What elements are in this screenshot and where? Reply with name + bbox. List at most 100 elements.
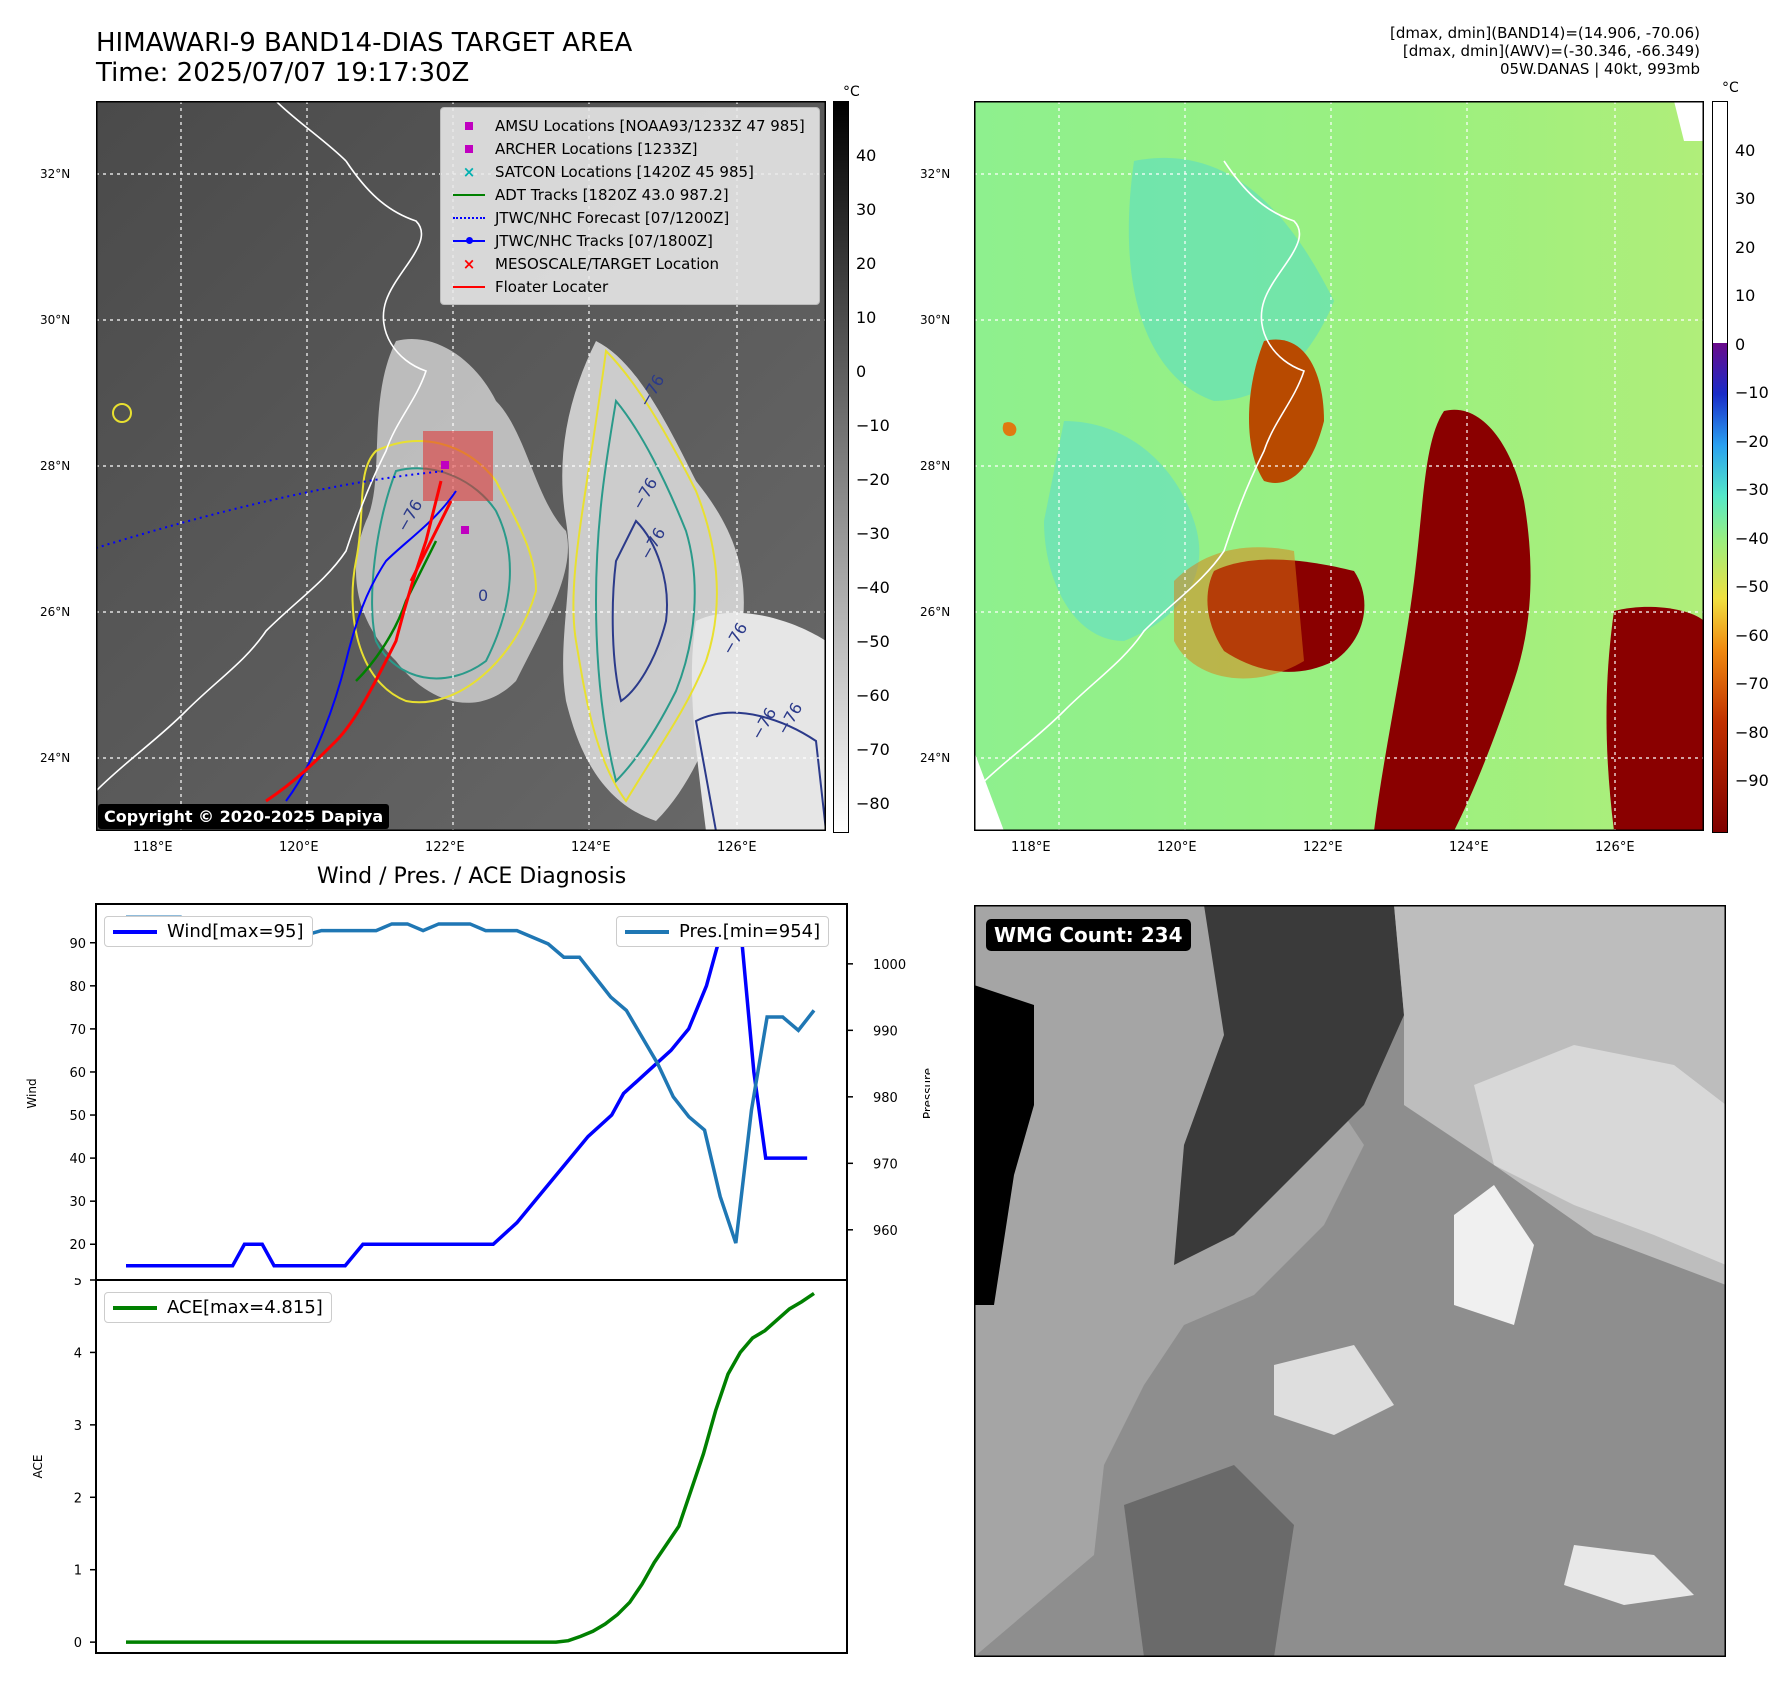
y-tick-label: 40: [69, 1152, 86, 1167]
ir-map-panel: −76 −76 −76 −76 −76 −76 0 −76 AMSU Locat…: [95, 100, 828, 832]
colorbar-tick: 10: [856, 308, 877, 327]
chart-time: Time: 2025/07/07 19:17:30Z: [96, 58, 470, 88]
nodata-corner: [974, 751, 1004, 831]
convection-north: [1249, 339, 1324, 483]
legend-item: JTWC/NHC Forecast [07/1200Z]: [449, 206, 811, 229]
wmg-frame: [973, 904, 1727, 1658]
wmg-bright-spot: [1454, 1185, 1534, 1325]
lon-tick: 120°E: [1157, 840, 1197, 855]
colorbar-tick: 40: [856, 146, 877, 165]
y-tick-label: 20: [69, 1238, 86, 1253]
plot-frame: [95, 903, 848, 1284]
colorbar-tick: −50: [856, 632, 890, 651]
colorbar-tick: 30: [856, 200, 877, 219]
y-tick-label: 4: [74, 1346, 82, 1361]
mesoscale-target-box: [423, 431, 493, 501]
colorbar-tick: 10: [1735, 286, 1756, 305]
legend-pressure: Pres.[min=954]: [616, 916, 830, 947]
wmg-bright-spot-3: [1564, 1545, 1694, 1605]
contour-navy: [611, 519, 668, 703]
coastline-north: [275, 100, 347, 162]
legend-item: Floater Locater: [449, 275, 811, 298]
contour-yellow-east: [572, 348, 718, 803]
wmg-image: [973, 904, 1727, 1658]
y2-axis-label: Pressure: [921, 1068, 930, 1119]
convection-band: [1374, 409, 1531, 831]
colorbar-tick: −60: [1735, 626, 1769, 645]
lat-tick: 32°N: [40, 167, 71, 181]
cloud-band-se: [691, 612, 826, 831]
line-icon: [449, 285, 489, 288]
jtwc-track: [285, 490, 457, 802]
lon-tick: 120°E: [279, 840, 319, 855]
y-tick-label: 2: [74, 1491, 82, 1506]
awv-map: [973, 100, 1705, 832]
lat-axis-left: 32°N 30°N 28°N 26°N 24°N: [40, 101, 90, 831]
lat-tick: 30°N: [920, 313, 951, 327]
lat-tick: 28°N: [40, 459, 71, 473]
line-icon: [113, 1305, 157, 1310]
dot-line-icon: [449, 236, 489, 244]
colorbar-tick: −20: [1735, 432, 1769, 451]
y2-tick-label: 970: [873, 1157, 898, 1172]
forecast-track: [95, 470, 447, 549]
wmg-dark-south: [1124, 1465, 1294, 1657]
meta-storm: 05W.DANAS | 40kt, 993mb: [1499, 60, 1700, 78]
y-axis-label: ACE: [31, 1455, 45, 1479]
lat-tick: 28°N: [920, 459, 951, 473]
lon-tick: 124°E: [1449, 840, 1489, 855]
meta-band14: [dmax, dmin](BAND14)=(14.906, -70.06): [1389, 24, 1700, 42]
lon-axis-left: 118°E 120°E 122°E 124°E 126°E: [96, 840, 826, 860]
plot-frame: [95, 1279, 848, 1654]
wmg-bright-spot-2: [1274, 1345, 1394, 1435]
y-tick-label: 90: [69, 937, 86, 952]
line-icon: [625, 929, 669, 934]
floater-locator-hatch: [409, 500, 453, 582]
square-icon: [449, 144, 489, 153]
legend-wind: Wind[max=95]: [104, 916, 313, 947]
colorbar-tick: 30: [1735, 189, 1756, 208]
legend-ace: ACE[max=4.815]: [104, 1292, 332, 1323]
y-tick-label: 70: [69, 1023, 86, 1038]
colorbar-right-ticks: 40 30 20 10 0 −10 −20 −30 −40 −50 −60 −7…: [1735, 101, 1785, 831]
lat-tick: 30°N: [40, 313, 71, 327]
archer-marker: [461, 526, 469, 534]
colorbar-tick: −10: [1735, 383, 1769, 402]
colorbar-tick: 20: [1735, 238, 1756, 257]
map-grid: [974, 101, 1704, 831]
map-grid: [96, 101, 826, 831]
colorbar-tick: −80: [1735, 723, 1769, 742]
y-tick-label: 60: [69, 1066, 86, 1081]
map-frame: [973, 100, 1705, 832]
convection-spot: [1002, 422, 1017, 437]
diagnosis-title: Wind / Pres. / ACE Diagnosis: [316, 864, 627, 889]
square-icon: [449, 121, 489, 130]
contour-navy-se: [694, 711, 828, 832]
nodata-corner-ne: [1674, 101, 1704, 141]
colorbar-tick: −80: [856, 794, 890, 813]
colorbar-tick: −30: [1735, 480, 1769, 499]
colorbar-tick: 0: [856, 362, 867, 381]
chart-title: HIMAWARI-9 BAND14-DIAS TARGET AREA: [96, 28, 633, 58]
colorbar-tick: −10: [856, 416, 890, 435]
colorbar-left-unit: °C: [843, 84, 860, 100]
map-legend: AMSU Locations [NOAA93/1233Z 47 985] ARC…: [440, 107, 820, 305]
legend-item: AMSU Locations [NOAA93/1233Z 47 985]: [449, 114, 811, 137]
legend-item: JTWC/NHC Tracks [07/1800Z]: [449, 229, 811, 252]
ace-series-line: [126, 1291, 815, 1644]
coastline: [95, 160, 428, 792]
colorbar-tick: −60: [856, 686, 890, 705]
x-icon: ×: [462, 162, 476, 181]
wmg-dark-band: [1174, 905, 1404, 1265]
colorbar-tick: −70: [1735, 674, 1769, 693]
lon-tick: 124°E: [571, 840, 611, 855]
wmg-panel: WMG Count: 234: [973, 904, 1727, 1658]
convection-halo: [1174, 547, 1304, 679]
y2-tick-label: 980: [873, 1091, 898, 1106]
dotted-line-icon: [449, 216, 489, 219]
wind-series-line: [126, 917, 808, 1268]
wmg-black-region: [974, 985, 1034, 1305]
y-tick-label: 80: [69, 980, 86, 995]
wmg-count-label: WMG Count: 234: [986, 919, 1191, 951]
lon-tick: 118°E: [1011, 840, 1051, 855]
